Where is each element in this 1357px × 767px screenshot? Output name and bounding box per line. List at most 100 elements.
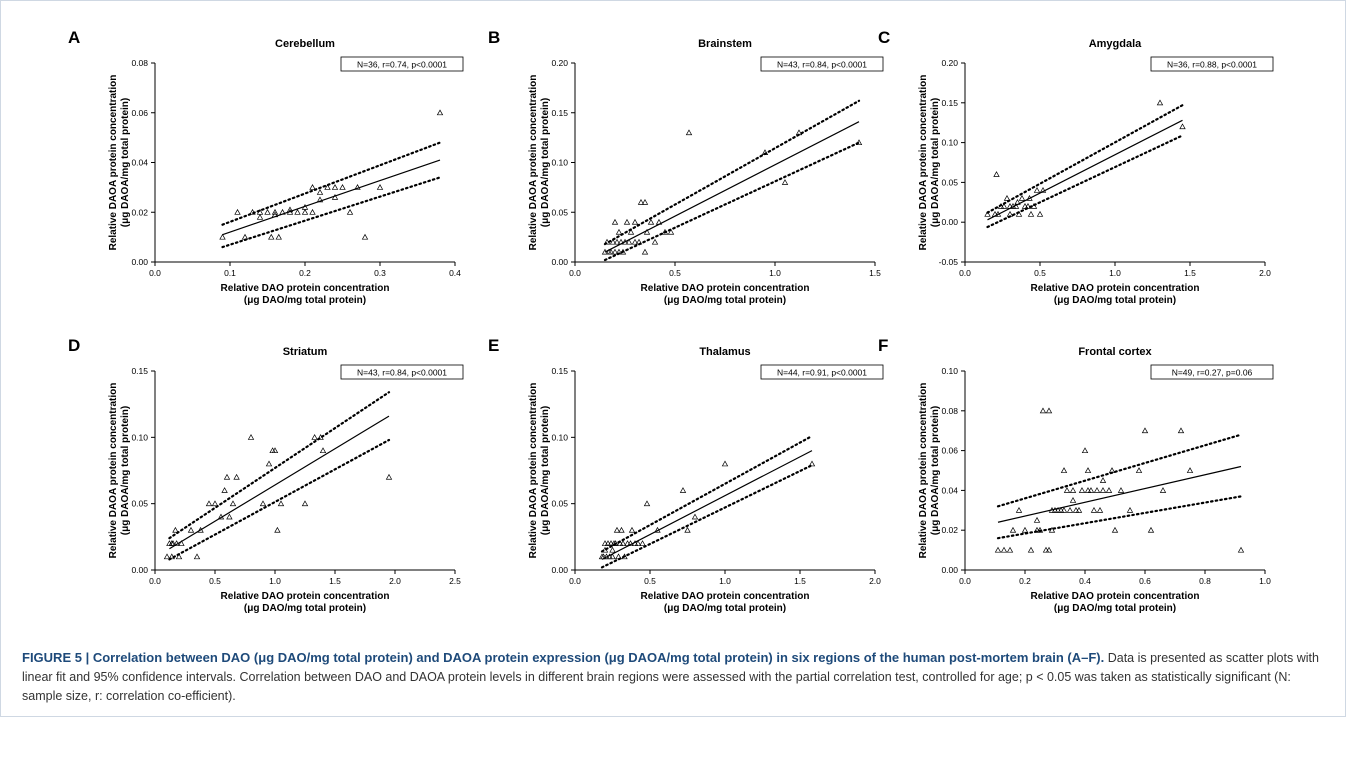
data-point <box>667 228 675 235</box>
x-tick-label: 0.5 <box>644 576 656 586</box>
y-tick-label: 0.00 <box>551 257 568 267</box>
data-point <box>684 526 691 533</box>
caption-body: Data is presented as scatter plots with … <box>22 651 1319 703</box>
x-axis-unit-label: (μg DAO/mg total protein) <box>664 295 786 306</box>
y-tick-label: 0.15 <box>941 98 958 108</box>
data-point <box>635 238 643 245</box>
x-tick-label: 0.1 <box>224 268 236 278</box>
x-axis-label: Relative DAO protein concentration <box>1031 591 1200 602</box>
stats-annotation: N=43, r=0.84, p<0.0001 <box>340 364 464 380</box>
data-point <box>643 500 651 507</box>
stats-box <box>1150 364 1274 380</box>
x-tick-label: 0.2 <box>299 268 311 278</box>
data-point <box>1014 198 1021 205</box>
data-point <box>631 218 639 225</box>
data-point <box>1003 194 1011 201</box>
data-point <box>615 553 622 560</box>
y-tick-label: 0.10 <box>941 366 958 376</box>
data-point <box>994 210 1002 217</box>
data-point <box>655 218 663 225</box>
data-point <box>993 171 1000 177</box>
data-point <box>271 211 279 218</box>
y-tick-label: 0.10 <box>941 138 958 148</box>
x-tick-label: 1.5 <box>1184 268 1196 278</box>
y-axis-label: Relative DAOA protein concentration <box>108 383 119 559</box>
x-tick-label: 1.5 <box>869 268 881 278</box>
stats-text: N=44, r=0.91, p<0.0001 <box>777 368 867 378</box>
data-point <box>376 184 384 190</box>
data-point <box>279 208 286 215</box>
fit-line <box>997 465 1242 523</box>
y-tick-label: 0.10 <box>551 432 568 442</box>
data-point <box>601 546 609 553</box>
y-tick-label: 0.00 <box>551 565 568 575</box>
data-point <box>621 238 629 245</box>
y-tick-label: -0.05 <box>939 257 959 267</box>
data-point <box>163 553 171 560</box>
data-point <box>241 233 249 240</box>
data-point <box>1060 506 1068 513</box>
data-point <box>628 526 636 533</box>
x-tick-label: 1.0 <box>1259 576 1271 586</box>
y-tick-label: 0.08 <box>131 58 148 68</box>
data-point <box>609 238 617 245</box>
data-point <box>1039 187 1047 193</box>
y-tick-label: 0.10 <box>551 158 568 168</box>
data-point <box>634 540 642 546</box>
panel-letter: A <box>68 28 80 47</box>
chart-title: Frontal cortex <box>1078 346 1152 358</box>
y-tick-label: 0.05 <box>551 499 568 509</box>
data-point <box>1177 427 1185 434</box>
x-tick-label: 0.0 <box>149 576 161 586</box>
y-tick-label: 0.05 <box>941 177 958 187</box>
caption-label: FIGURE 5 | <box>22 650 93 665</box>
x-tick-label: 0.6 <box>1139 576 1151 586</box>
data-point <box>601 248 609 255</box>
data-point <box>651 238 659 245</box>
x-axis-unit-label: (μg DAO/mg total protein) <box>244 295 366 306</box>
data-point <box>1063 487 1071 493</box>
panel-c: C Amygdala 0.0 0.5 1.0 1.5 2.0 -0.05 0.00 0.05 0.1… <box>870 25 1310 335</box>
data-point <box>647 218 655 225</box>
x-tick-label: 1.5 <box>329 576 341 586</box>
panel-f: F Frontal cortex 0.0 0.2 0.4 0.6 0.8 1.0 0.00 0.0… <box>870 333 1310 643</box>
data-point <box>331 194 339 200</box>
data-point <box>1090 506 1098 513</box>
y-tick-label: 0.08 <box>941 406 958 416</box>
data-point <box>1069 497 1077 503</box>
x-tick-label: 2.0 <box>1259 268 1271 278</box>
data-point <box>1099 477 1107 483</box>
ci-upper-line <box>986 104 1184 214</box>
stats-text: N=43, r=0.84, p<0.0001 <box>357 368 447 378</box>
x-tick-label: 0.0 <box>959 268 971 278</box>
data-point <box>1126 506 1134 513</box>
ci-lower-line <box>986 134 1184 229</box>
y-tick-label: 0.00 <box>131 257 148 267</box>
data-point <box>226 513 233 520</box>
x-axis-unit-label: (μg DAO/mg total protein) <box>664 603 786 614</box>
data-point <box>1069 487 1077 493</box>
panel-letter: C <box>878 28 890 47</box>
y-tick-label: 0.06 <box>131 108 148 118</box>
data-point <box>613 526 621 533</box>
data-point <box>609 546 616 553</box>
x-tick-label: 1.0 <box>269 576 281 586</box>
data-point <box>691 513 699 520</box>
x-tick-label: 2.0 <box>869 576 881 586</box>
data-point <box>1117 487 1125 493</box>
ci-lower-line <box>221 176 442 249</box>
panel-letter: B <box>488 28 500 47</box>
data-point <box>994 546 1002 553</box>
x-tick-label: 0.5 <box>1034 268 1046 278</box>
data-point <box>1030 202 1038 209</box>
chart-svg-e: E Thalamus 0.0 0.5 1.0 1.5 2.0 0.00 0.05 0.10 0.15… <box>488 336 884 614</box>
data-point <box>311 434 318 440</box>
data-point <box>324 184 331 190</box>
ci-lower-line <box>168 438 391 561</box>
data-point <box>625 238 633 245</box>
y-tick-label: 0.05 <box>131 499 148 509</box>
chart-svg-b: B Brainstem 0.0 0.5 1.0 1.5 0.00 0.05 0.10 0.15 0.… <box>488 28 884 306</box>
chart-svg-f: F Frontal cortex 0.0 0.2 0.4 0.6 0.8 1.0 0.00 0.0… <box>878 336 1274 614</box>
data-point <box>1015 506 1023 513</box>
data-point <box>1099 487 1107 493</box>
